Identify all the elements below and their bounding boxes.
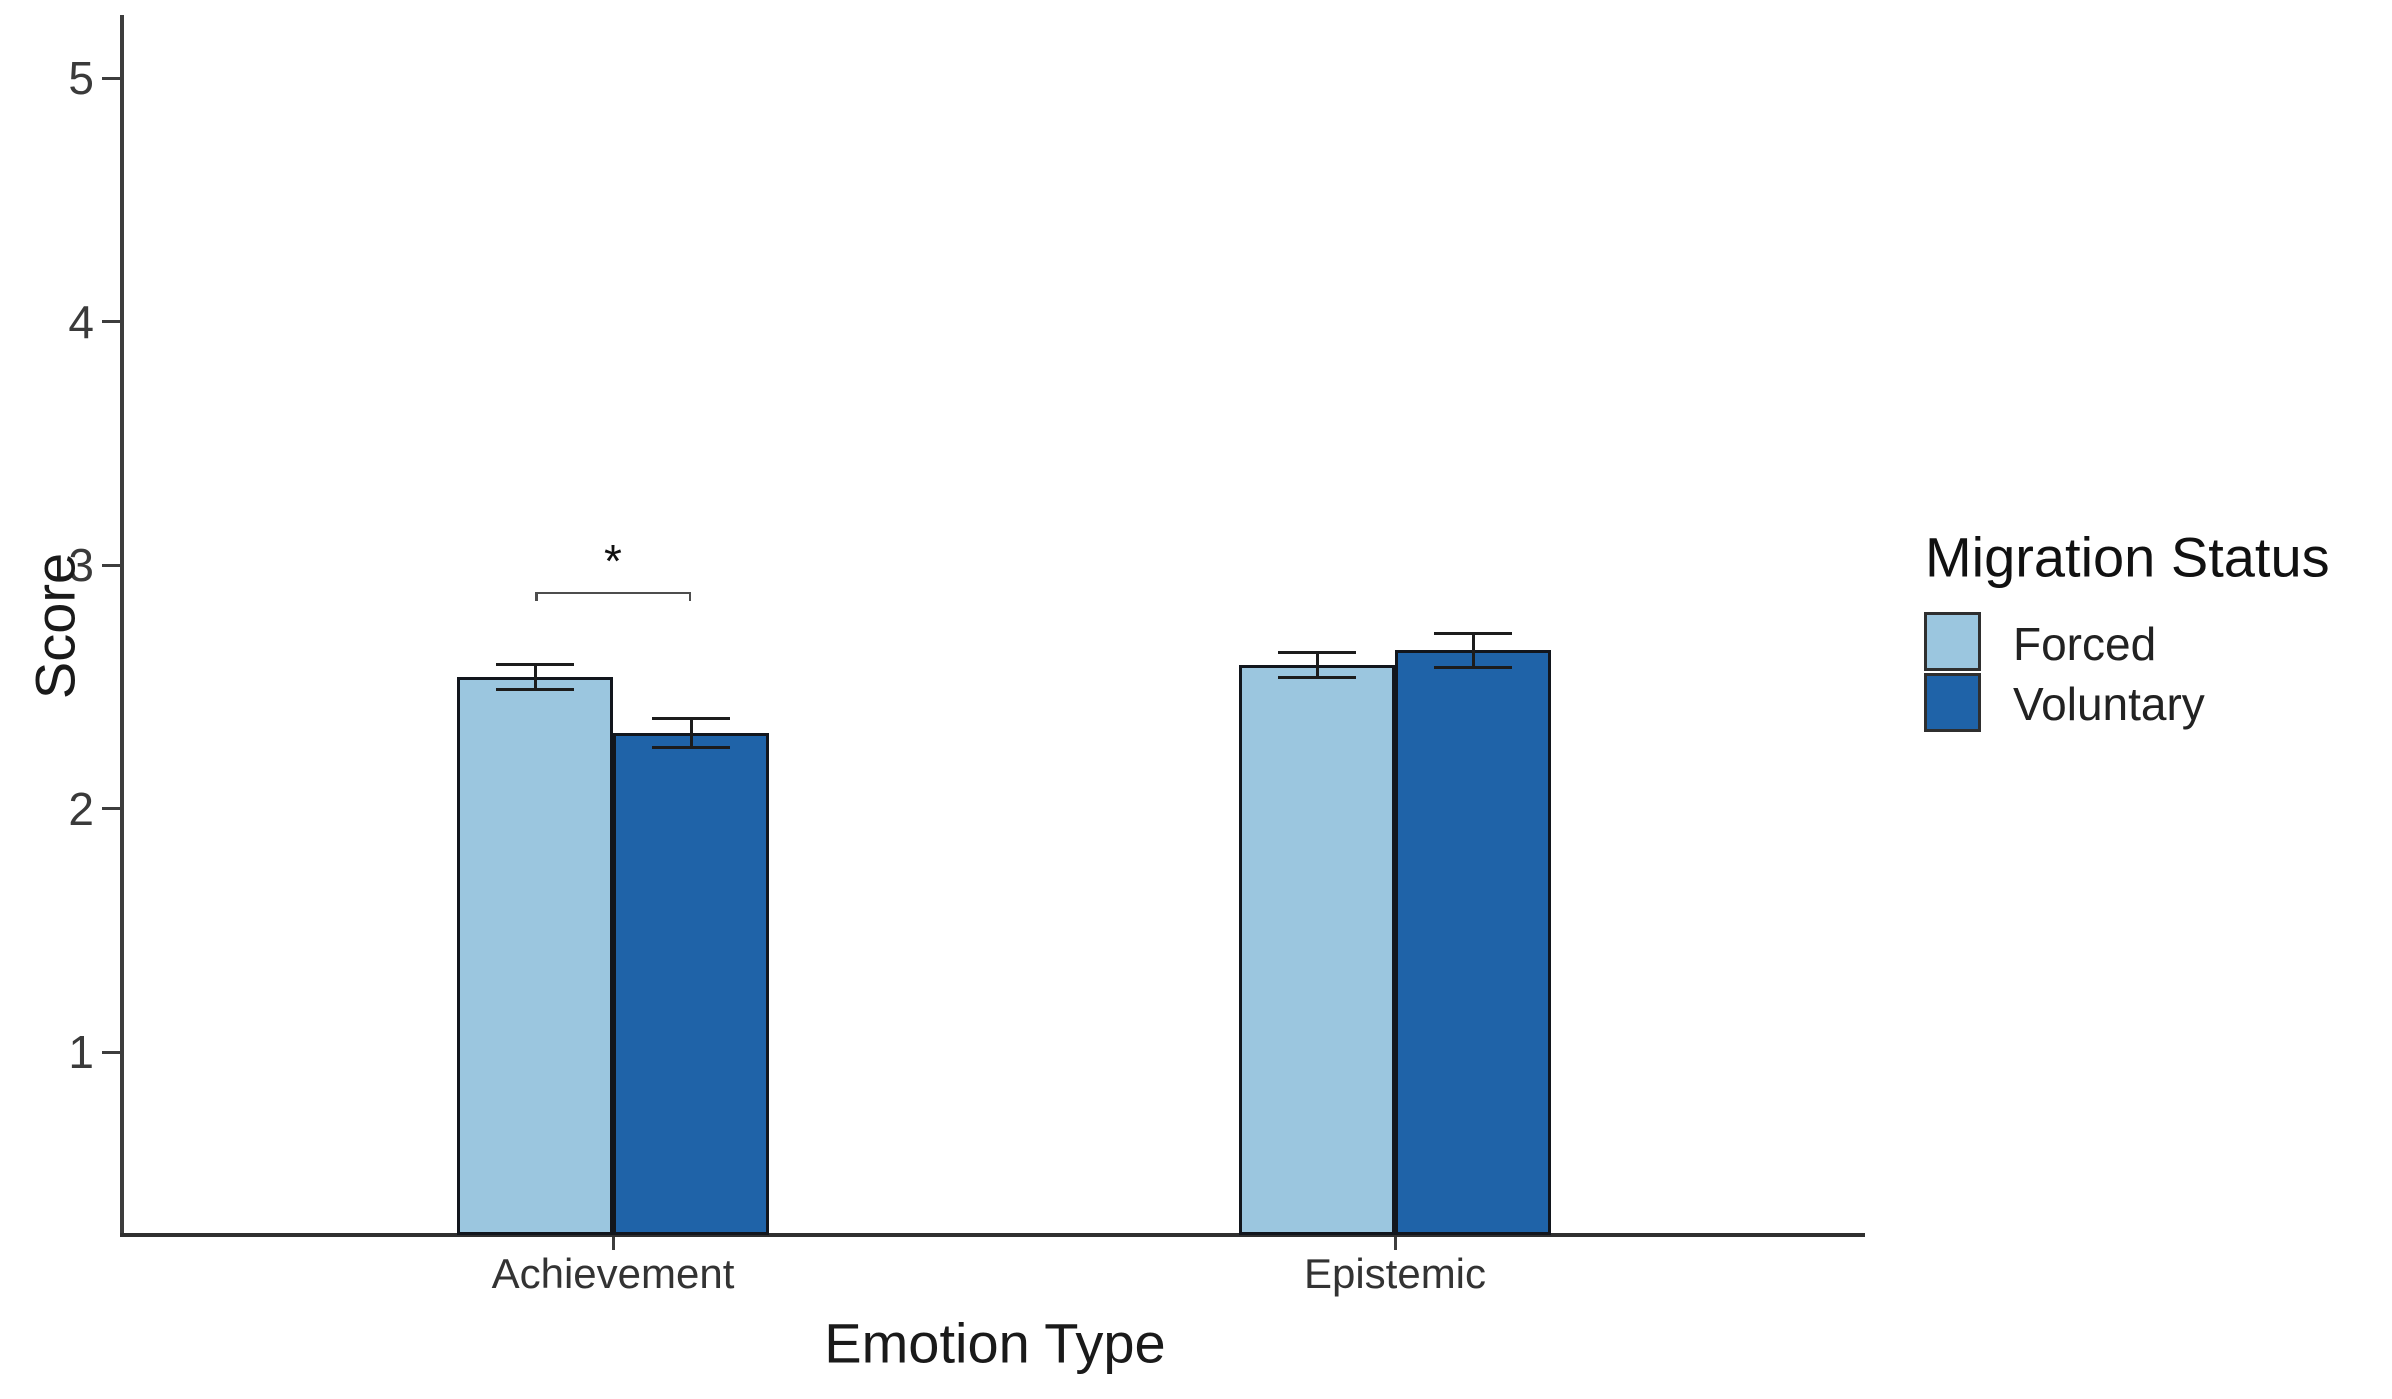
x-tick [611,1237,615,1250]
x-tick [1393,1237,1397,1250]
x-axis-title: Emotion Type [824,1311,1166,1375]
y-tick [102,76,120,80]
error-bar-cap-bottom [1278,675,1356,679]
y-tick [102,320,120,323]
y-axis-title: Score [23,552,87,700]
bar-achievement-forced [457,677,613,1235]
bar-epistemic-voluntary [1395,650,1551,1235]
error-bar-line [689,718,693,748]
error-bar-cap-top [652,716,730,720]
error-bar-cap-bottom [652,746,730,750]
legend-label-forced: Forced [2013,618,2157,670]
error-bar-cap-top [1434,631,1512,635]
error-bar-cap-bottom [1434,665,1512,669]
bar-epistemic-forced [1239,664,1395,1235]
y-tick-label: 3 [68,539,94,591]
y-tick-label: 4 [68,295,94,348]
x-axis-line [120,1233,1865,1237]
x-tick-label: Achievement [491,1250,735,1297]
bar-achievement-voluntary [613,733,769,1235]
error-bar-line [533,664,537,690]
legend-swatch-forced [1924,612,1981,671]
significance-star: * [604,534,622,587]
y-tick [102,563,120,567]
y-axis-line [120,15,124,1237]
y-tick [102,1050,120,1054]
legend-swatch-voluntary [1924,673,1981,732]
x-tick-label: Epistemic [1303,1250,1487,1297]
error-bar-line [1471,633,1475,668]
error-bar-cap-top [496,663,574,667]
y-tick [102,807,120,810]
y-tick-label: 5 [68,52,94,104]
legend-title: Migration Status [1925,525,2330,589]
y-tick-label: 2 [68,782,94,835]
legend-label-voluntary: Voluntary [2013,678,2205,730]
error-bar-cap-top [1278,651,1356,655]
y-tick-label: 1 [68,1026,94,1078]
significance-bracket-end-right [688,591,691,601]
error-bar-line [1315,652,1319,677]
significance-bracket-end-left [535,591,538,601]
error-bar-cap-bottom [496,687,574,691]
significance-bracket [535,591,691,595]
